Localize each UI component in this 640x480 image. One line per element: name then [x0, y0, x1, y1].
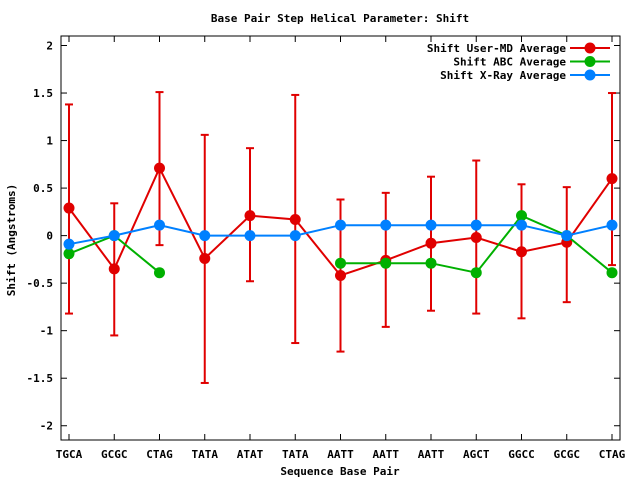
- data-point: [63, 238, 75, 250]
- data-point: [425, 237, 437, 249]
- x-tick-label: AATT: [373, 448, 400, 461]
- data-point: [199, 230, 211, 242]
- data-point: [380, 257, 392, 269]
- y-tick-label: -1: [40, 325, 54, 338]
- x-tick-label: CTAG: [146, 448, 173, 461]
- legend-marker: [584, 56, 596, 67]
- y-tick-label: 2: [46, 40, 53, 53]
- y-tick-label: -1.5: [27, 372, 54, 385]
- data-point: [108, 230, 120, 242]
- y-axis-label: Shift (Angstroms): [5, 184, 18, 297]
- data-point: [561, 230, 573, 242]
- y-tick-label: 1: [46, 135, 53, 148]
- data-point: [470, 219, 482, 231]
- y-tick-label: 0.5: [33, 182, 53, 195]
- x-tick-label: GGCC: [508, 448, 535, 461]
- data-point: [516, 246, 527, 258]
- data-point: [289, 213, 301, 225]
- data-point: [516, 210, 527, 222]
- x-tick-label: TATA: [192, 448, 219, 461]
- legend-item-3: Shift X-Ray Average: [440, 69, 610, 82]
- data-point: [108, 263, 120, 275]
- data-point: [199, 252, 211, 264]
- series-1: [63, 91, 618, 384]
- legend-item-2: Shift ABC Average: [453, 56, 610, 69]
- legend-label: Shift User-MD Average: [427, 42, 566, 55]
- series-layer: [63, 91, 618, 384]
- data-point: [244, 230, 256, 242]
- x-tick-label: ATAT: [237, 448, 264, 461]
- data-point: [425, 219, 437, 231]
- x-tick-label: GCGC: [554, 448, 581, 461]
- data-point: [154, 162, 165, 174]
- data-point: [606, 219, 618, 231]
- data-point: [335, 270, 346, 282]
- data-point: [470, 232, 482, 244]
- series-3: [63, 219, 618, 250]
- y-tick-label: 1.5: [33, 87, 53, 100]
- data-point: [380, 219, 392, 231]
- x-tick-label: AATT: [327, 448, 354, 461]
- legend-label: Shift X-Ray Average: [440, 69, 566, 82]
- legend-label: Shift ABC Average: [453, 56, 566, 69]
- data-point: [63, 248, 75, 260]
- data-point: [516, 219, 527, 231]
- data-point: [63, 202, 75, 214]
- y-tick-label: -0.5: [27, 277, 54, 290]
- data-point: [335, 257, 346, 269]
- x-tick-label: GCGC: [101, 448, 128, 461]
- y-axis: -2 -1.5 -1 -0.5 0 0.5 1 1.5 2: [27, 40, 620, 433]
- data-point: [470, 267, 482, 279]
- x-tick-label: AATT: [418, 448, 445, 461]
- data-point: [606, 267, 618, 279]
- chart-title: Base Pair Step Helical Parameter: Shift: [211, 12, 469, 25]
- legend-item-1: Shift User-MD Average: [427, 42, 610, 55]
- x-tick-label: CTAG: [599, 448, 626, 461]
- x-tick-label: TATA: [282, 448, 309, 461]
- x-axis-label: Sequence Base Pair: [280, 465, 400, 478]
- data-point: [154, 219, 165, 231]
- y-tick-label: 0: [46, 230, 53, 243]
- data-point: [154, 267, 165, 279]
- data-point: [244, 210, 256, 222]
- y-tick-label: -2: [40, 420, 53, 433]
- data-point: [606, 173, 618, 185]
- x-tick-label: TGCA: [56, 448, 83, 461]
- data-point: [335, 219, 346, 231]
- x-axis: TGCA GCGC CTAG TATA ATAT TATA AATT AATT AATT AGCT…: [56, 36, 626, 461]
- x-tick-label: AGCT: [463, 448, 490, 461]
- legend-marker: [584, 42, 596, 54]
- legend-marker: [584, 69, 596, 81]
- data-point: [289, 230, 301, 242]
- data-point: [425, 257, 437, 269]
